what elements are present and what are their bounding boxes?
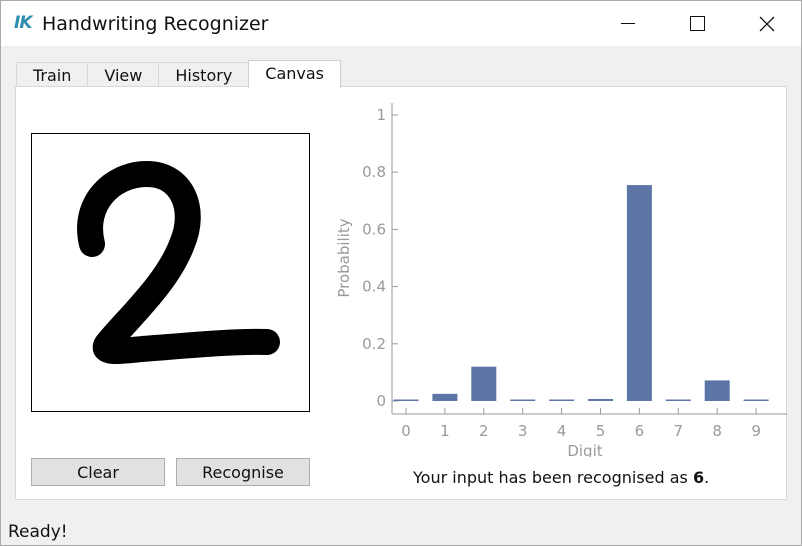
x-tick-label: 1 (440, 422, 450, 440)
result-digit: 6 (692, 468, 705, 487)
bar-digit-6 (626, 185, 652, 401)
canvas-tab-panel: Clear Recognise 0 0.2 0.4 0.6 0.8 1 0 1 2 3 4 5 6 7 8 9… (15, 86, 787, 500)
app-logo-icon: IK (14, 13, 33, 33)
bar-digit-4 (549, 399, 575, 401)
y-tick-label: 0.8 (362, 163, 386, 181)
tab-bar: Train View History Canvas (16, 60, 342, 88)
y-axis-label: Probability (335, 218, 353, 297)
close-icon (759, 16, 775, 31)
probability-chart: 0 0.2 0.4 0.6 0.8 1 0 1 2 3 4 5 6 7 8 9 Digit Probability (317, 97, 787, 460)
x-tick-label: 6 (635, 422, 645, 440)
probability-bar-chart: 0 0.2 0.4 0.6 0.8 1 0 1 2 3 4 5 6 7 8 9 Digit Probability (335, 103, 787, 460)
tab-history[interactable]: History (158, 62, 250, 88)
y-tick-label: 0.4 (362, 278, 386, 296)
x-tick-label: 5 (596, 422, 606, 440)
minimize-icon (621, 23, 635, 24)
minimize-button[interactable] (605, 1, 651, 46)
window-title: Handwriting Recognizer (42, 13, 269, 35)
bar-digit-8 (704, 380, 730, 401)
close-button[interactable] (744, 1, 790, 46)
bar-digit-2 (471, 366, 497, 401)
result-suffix: . (704, 468, 710, 487)
bar-digit-0 (393, 399, 419, 401)
status-bar-text: Ready! (8, 522, 68, 542)
recognise-button[interactable]: Recognise (176, 458, 310, 486)
bar-digit-9 (743, 399, 769, 401)
tab-train[interactable]: Train (16, 62, 89, 88)
clear-button[interactable]: Clear (31, 458, 165, 486)
x-tick-label: 4 (557, 422, 567, 440)
x-axis-label: Digit (567, 442, 602, 457)
tab-canvas[interactable]: Canvas (248, 60, 342, 88)
y-tick-label: 0.2 (362, 335, 386, 353)
result-prefix: Your input has been recognised as (413, 468, 693, 487)
x-tick-label: 2 (479, 422, 489, 440)
bar-digit-7 (665, 399, 691, 401)
maximize-icon (689, 16, 705, 31)
y-tick-label: 0 (376, 392, 386, 410)
y-tick-label: 1 (376, 106, 386, 124)
x-tick-label: 3 (518, 422, 528, 440)
x-tick-label: 8 (712, 422, 722, 440)
maximize-button[interactable] (674, 1, 720, 46)
bar-digit-1 (432, 393, 458, 401)
recognition-result: Your input has been recognised as 6. (413, 468, 709, 487)
title-bar[interactable]: IK Handwriting Recognizer (1, 1, 801, 46)
x-tick-label: 7 (674, 422, 684, 440)
x-tick-label: 0 (401, 422, 411, 440)
y-tick-label: 0.6 (362, 220, 386, 238)
drawing-canvas[interactable] (31, 133, 310, 412)
bar-digit-3 (510, 399, 536, 401)
tab-view[interactable]: View (87, 62, 160, 88)
x-tick-label: 9 (751, 422, 761, 440)
bar-digit-5 (588, 398, 613, 401)
handwritten-digit-drawing (77, 161, 280, 364)
